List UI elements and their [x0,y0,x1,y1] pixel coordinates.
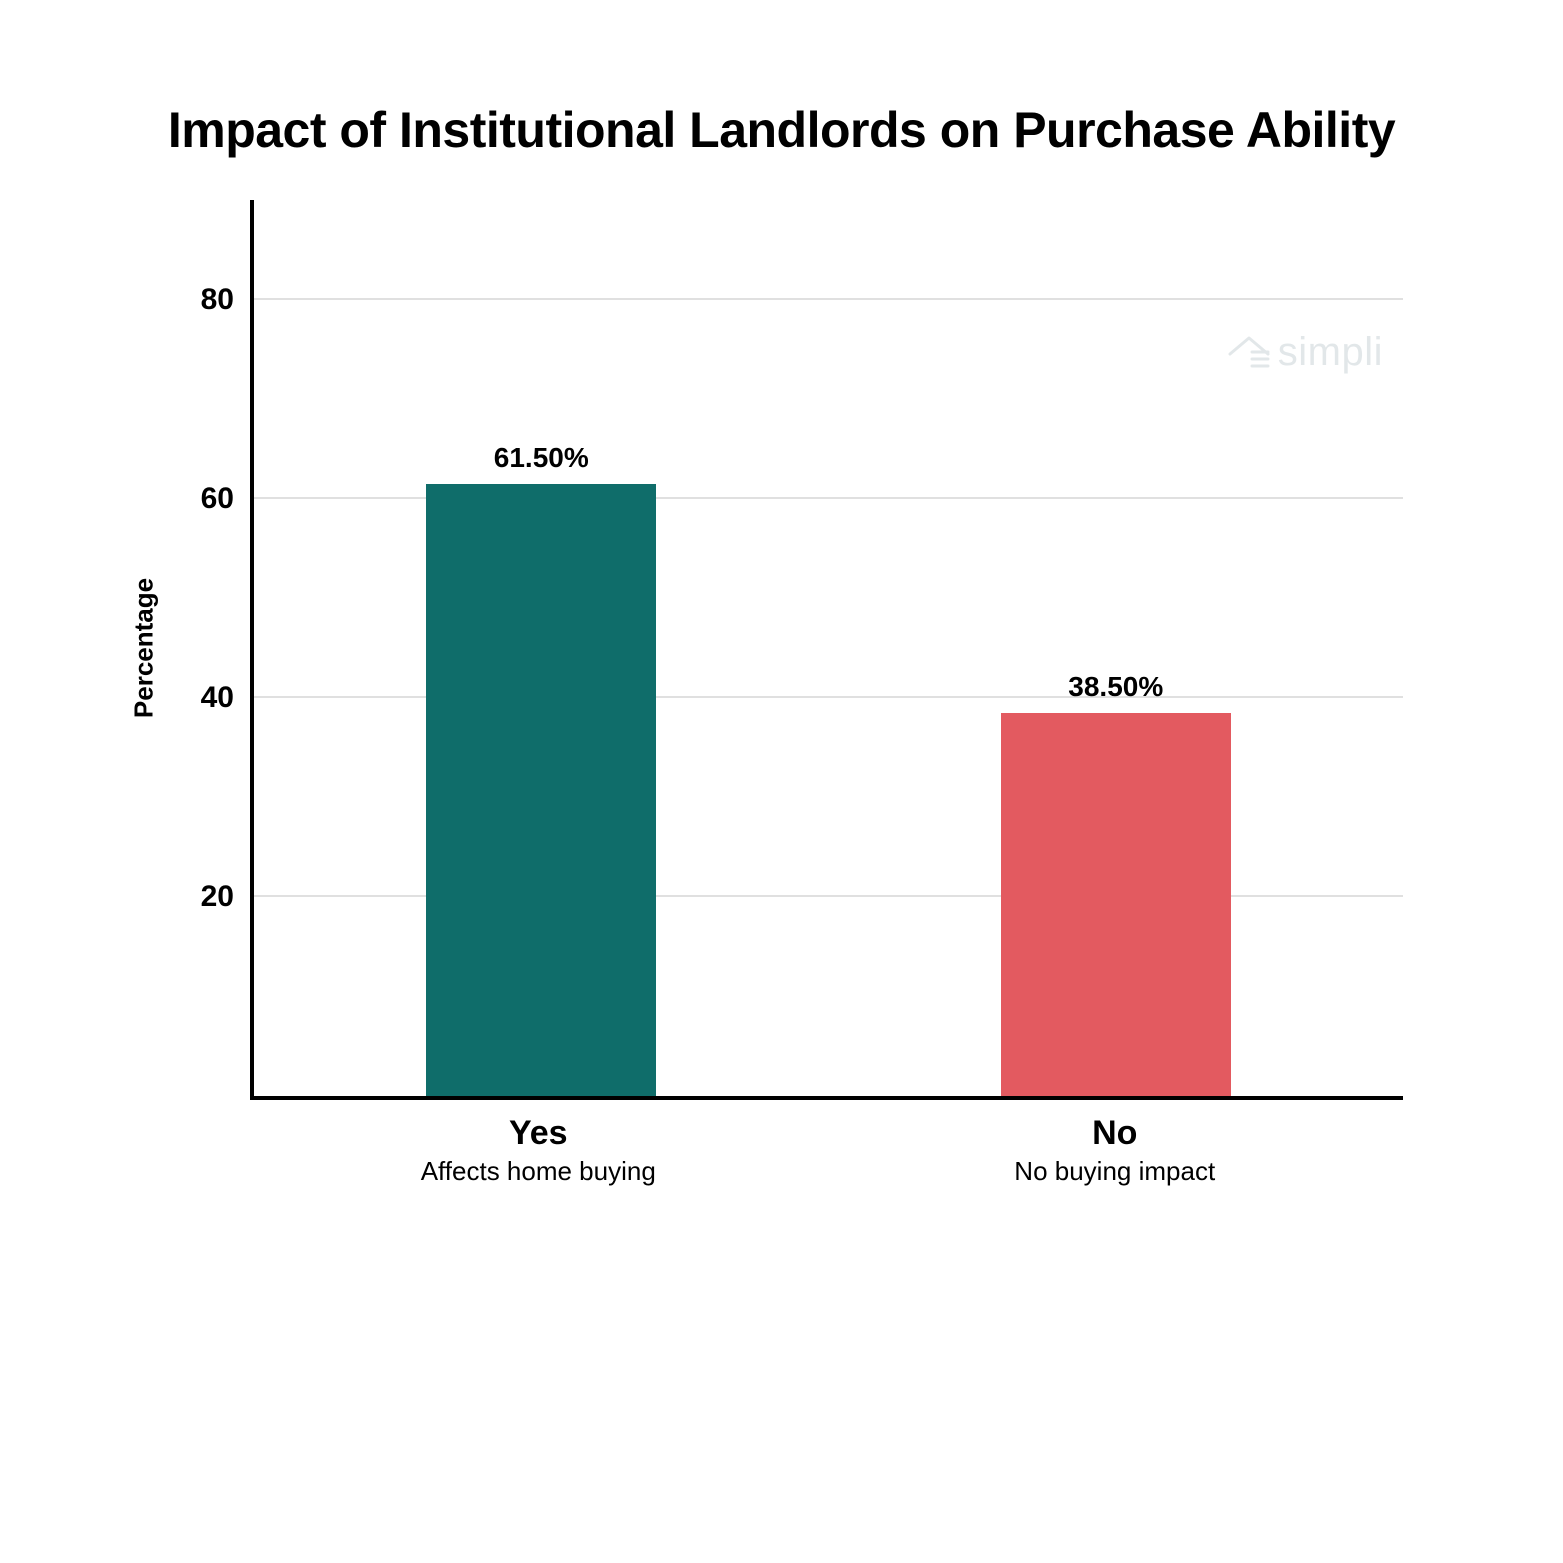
y-tick-label: 20 [201,880,254,914]
bar-slot: 61.50% [254,200,829,1096]
chart-title: Impact of Institutional Landlords on Pur… [120,100,1443,160]
watermark-logo: simpli [1226,330,1383,375]
y-tick-label: 60 [201,482,254,516]
x-label-sub: No buying impact [827,1155,1404,1188]
y-axis-label: Percentage [129,578,160,718]
bar: 61.50% [426,484,656,1096]
bar-value-label: 38.50% [1068,671,1163,713]
bar-chart: Impact of Institutional Landlords on Pur… [120,100,1443,1443]
x-label-sub: Affects home buying [250,1155,827,1188]
x-label-main: No [827,1114,1404,1153]
x-axis-labels: YesAffects home buyingNoNo buying impact [250,1114,1403,1188]
plot-area: Percentage simpli 61.50%38.50% 20406080 [250,200,1403,1100]
x-label: NoNo buying impact [827,1114,1404,1188]
watermark-text: simpli [1278,330,1383,375]
y-tick-label: 40 [201,681,254,715]
bar-value-label: 61.50% [494,442,589,484]
plot-region: Percentage simpli 61.50%38.50% 20406080 … [250,200,1403,1188]
x-label: YesAffects home buying [250,1114,827,1188]
y-tick-label: 80 [201,283,254,317]
bar: 38.50% [1001,713,1231,1096]
house-icon [1226,334,1272,372]
x-label-main: Yes [250,1114,827,1153]
